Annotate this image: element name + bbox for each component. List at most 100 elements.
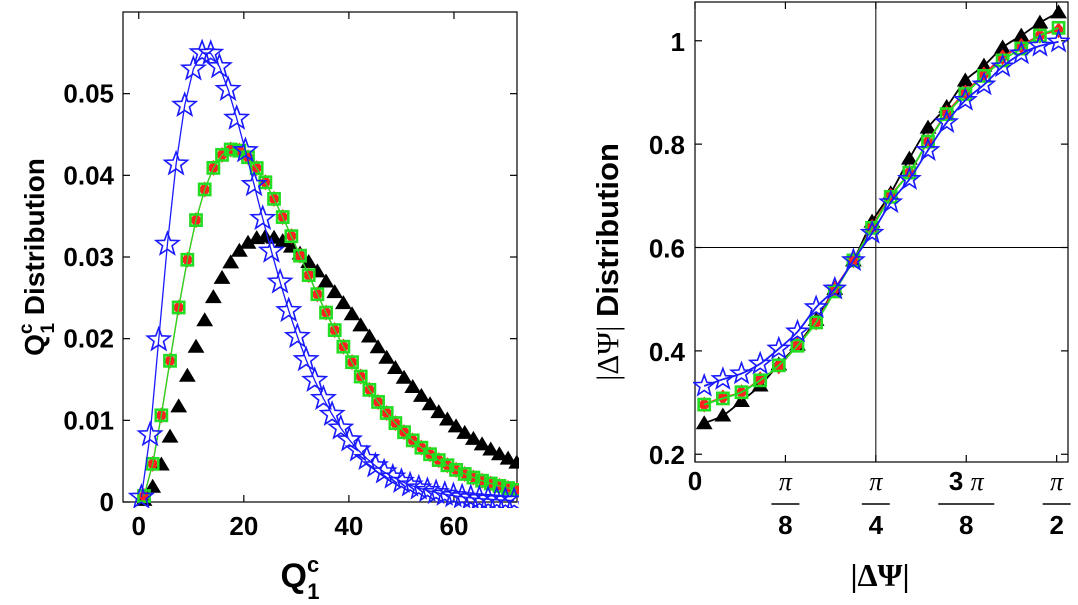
square-marker bbox=[275, 210, 290, 224]
star-marker bbox=[747, 350, 773, 375]
star-marker bbox=[448, 482, 476, 508]
star-marker bbox=[422, 478, 450, 505]
star-marker bbox=[396, 470, 424, 497]
square-marker bbox=[405, 433, 420, 448]
square-marker bbox=[379, 406, 394, 420]
square-marker bbox=[371, 395, 385, 409]
triangle-marker bbox=[473, 436, 491, 451]
star-marker bbox=[766, 335, 792, 360]
fraction-numerator: π bbox=[1050, 467, 1064, 496]
triangle-marker bbox=[204, 289, 222, 304]
triangle-marker bbox=[482, 441, 500, 456]
star-marker bbox=[934, 109, 960, 134]
star-marker bbox=[500, 486, 519, 508]
star-marker bbox=[413, 476, 441, 503]
triangle-marker bbox=[187, 338, 205, 353]
plot-frame bbox=[694, 1, 1069, 463]
star-marker bbox=[283, 322, 311, 349]
star-marker bbox=[431, 479, 459, 506]
y-axis-ticks: 0 0.01 0.02 0.03 0.04 0.05 bbox=[63, 79, 517, 517]
triangle-marker bbox=[343, 306, 361, 321]
star-marker bbox=[710, 366, 736, 390]
star-marker bbox=[318, 400, 346, 426]
star-marker bbox=[223, 103, 251, 130]
square-marker bbox=[345, 355, 359, 370]
star-marker bbox=[896, 166, 922, 190]
square-marker bbox=[977, 69, 991, 83]
triangle-marker bbox=[178, 367, 196, 382]
triangle-marker bbox=[508, 454, 519, 469]
fraction-numerator: 3 π bbox=[949, 466, 985, 496]
triangle-marker bbox=[1031, 14, 1049, 29]
square-marker bbox=[284, 229, 299, 244]
square-marker bbox=[189, 213, 203, 227]
x-tick-label: π2 bbox=[1042, 467, 1071, 540]
triangle-marker bbox=[395, 369, 413, 384]
triangle-marker bbox=[438, 411, 456, 426]
star-marker bbox=[803, 294, 829, 319]
triangle-marker bbox=[352, 317, 370, 332]
star-marker bbox=[1046, 28, 1070, 53]
square-marker bbox=[449, 462, 463, 477]
square-marker bbox=[475, 473, 489, 488]
fraction-numerator: π bbox=[869, 467, 883, 496]
star-marker bbox=[179, 54, 208, 81]
triangle-marker bbox=[464, 430, 482, 445]
star-marker bbox=[822, 275, 848, 300]
triangle-marker bbox=[170, 398, 188, 413]
square-marker bbox=[293, 248, 307, 263]
star-marker bbox=[693, 372, 717, 397]
star-marker bbox=[405, 473, 433, 500]
square-marker bbox=[827, 284, 842, 299]
star-marker bbox=[153, 229, 182, 256]
star-marker bbox=[275, 296, 303, 323]
x-tick-label: π8 bbox=[771, 467, 800, 540]
square-marker bbox=[771, 358, 786, 373]
square-marker bbox=[197, 182, 212, 197]
square-marker bbox=[171, 300, 186, 315]
star-marker bbox=[370, 457, 398, 484]
star-marker bbox=[231, 136, 259, 163]
star-marker bbox=[145, 325, 173, 352]
triangle-marker bbox=[900, 150, 918, 165]
triangle-marker bbox=[430, 404, 448, 419]
triangle-marker bbox=[334, 295, 352, 310]
star-marker bbox=[171, 91, 199, 117]
star-marker bbox=[327, 413, 355, 440]
x-tick-label: 60 bbox=[439, 511, 468, 541]
y-tick-label: 0.2 bbox=[649, 440, 685, 470]
square-marker bbox=[388, 416, 403, 430]
star-marker bbox=[952, 87, 978, 111]
fraction-denominator: 2 bbox=[1049, 510, 1063, 540]
square-marker bbox=[249, 161, 264, 175]
star-marker bbox=[249, 204, 277, 231]
triangle-marker bbox=[1012, 27, 1030, 42]
square-marker bbox=[1033, 28, 1047, 43]
triangle-marker bbox=[491, 446, 508, 461]
star-marker bbox=[1008, 40, 1034, 65]
triangle-marker bbox=[456, 424, 474, 439]
x-axis-ticks: 0 20 40 60 bbox=[132, 12, 468, 541]
triangle-marker bbox=[239, 234, 257, 249]
star-marker bbox=[266, 267, 294, 294]
star-marker bbox=[465, 484, 494, 508]
triangle-marker bbox=[161, 428, 179, 443]
y-axis-label: |ΔΨ| Distribution bbox=[590, 143, 625, 381]
fraction-denominator: 8 bbox=[959, 510, 973, 540]
square-marker bbox=[790, 338, 805, 353]
star-marker bbox=[491, 485, 519, 508]
square-marker bbox=[809, 315, 824, 330]
y-tick-label: 0.01 bbox=[63, 405, 114, 435]
square-marker bbox=[466, 470, 481, 485]
triangle-marker bbox=[975, 57, 993, 72]
square-marker bbox=[1051, 20, 1066, 35]
star-marker bbox=[457, 483, 485, 508]
star-marker bbox=[387, 467, 415, 493]
star-marker bbox=[971, 71, 997, 96]
x-tick-label: 40 bbox=[334, 511, 363, 541]
y-axis-label: Qc1 Distribution bbox=[16, 158, 59, 356]
star-marker bbox=[188, 38, 216, 65]
star-marker bbox=[301, 366, 329, 392]
